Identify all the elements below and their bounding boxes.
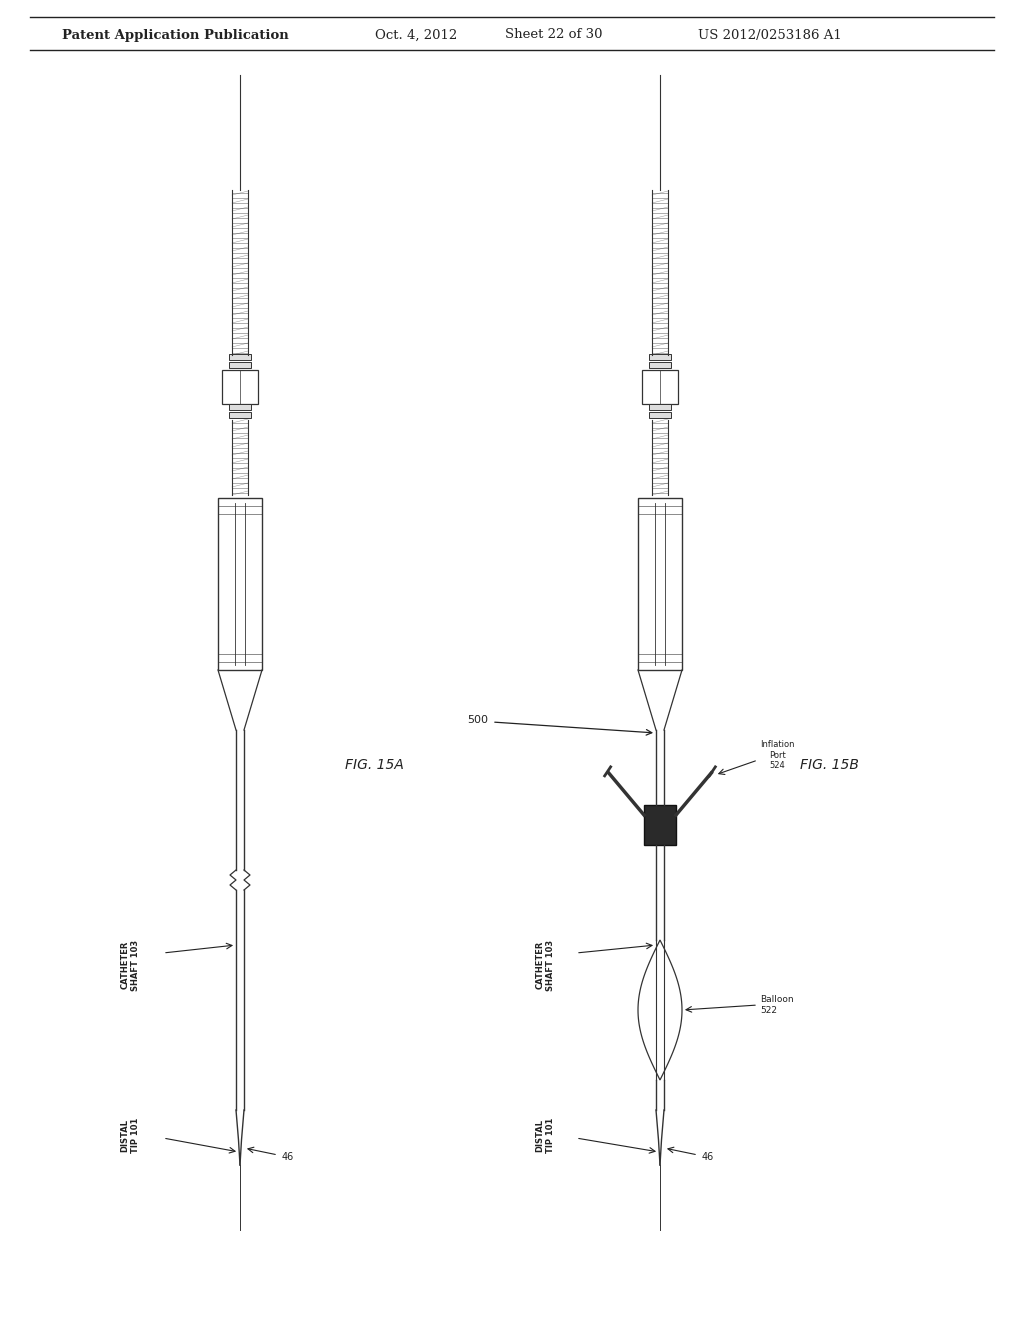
Bar xyxy=(644,805,676,845)
Text: FIG. 15A: FIG. 15A xyxy=(345,758,403,772)
Text: Sheet 22 of 30: Sheet 22 of 30 xyxy=(505,29,602,41)
Bar xyxy=(222,370,258,404)
Text: Oct. 4, 2012: Oct. 4, 2012 xyxy=(375,29,458,41)
Bar xyxy=(649,412,671,418)
Text: 46: 46 xyxy=(702,1152,715,1162)
Bar xyxy=(638,498,682,671)
Bar xyxy=(229,404,251,411)
Bar xyxy=(229,354,251,360)
Bar xyxy=(218,498,262,671)
Text: CATHETER
SHAFT 103: CATHETER SHAFT 103 xyxy=(120,940,139,990)
Text: 500: 500 xyxy=(467,715,488,725)
Bar xyxy=(649,404,671,411)
Text: 46: 46 xyxy=(282,1152,294,1162)
Text: DISTAL
TIP 101: DISTAL TIP 101 xyxy=(120,1117,139,1152)
Polygon shape xyxy=(638,940,682,1080)
Bar xyxy=(229,412,251,418)
Bar xyxy=(229,362,251,368)
Bar xyxy=(649,354,671,360)
Bar xyxy=(649,362,671,368)
Text: CATHETER
SHAFT 103: CATHETER SHAFT 103 xyxy=(536,940,555,990)
Text: Inflation
Port
524: Inflation Port 524 xyxy=(760,741,795,770)
Text: Patent Application Publication: Patent Application Publication xyxy=(62,29,289,41)
Text: Balloon
522: Balloon 522 xyxy=(760,995,794,1015)
Bar xyxy=(642,370,678,404)
Text: US 2012/0253186 A1: US 2012/0253186 A1 xyxy=(698,29,842,41)
Text: DISTAL
TIP 101: DISTAL TIP 101 xyxy=(536,1117,555,1152)
Text: FIG. 15B: FIG. 15B xyxy=(800,758,859,772)
